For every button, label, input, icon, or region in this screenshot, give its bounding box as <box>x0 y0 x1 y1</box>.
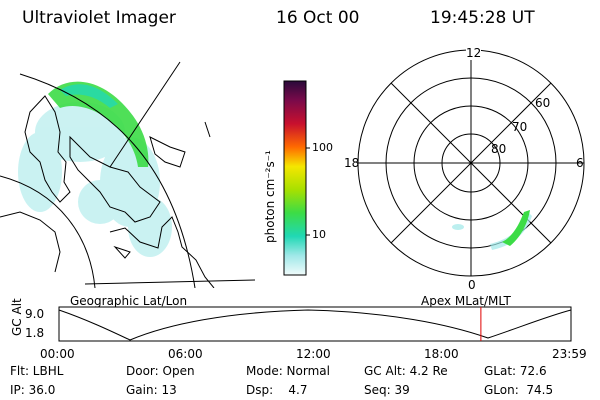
mlt-label-0: 0 <box>468 278 476 292</box>
x-tick-0600: 06:00 <box>168 347 203 361</box>
colorbar-tick-100: 100 <box>312 141 333 154</box>
flt-status: Flt: LBHL <box>10 364 64 378</box>
mlt-label-18: 18 <box>344 156 360 170</box>
coastlines <box>0 95 215 288</box>
glat-status: GLat: 72.6 <box>484 364 547 378</box>
gc-alt-status: GC Alt: 4.2 Re <box>364 364 448 378</box>
colorbar <box>283 80 310 276</box>
polar-plot <box>357 49 585 277</box>
seq-status: Seq: 39 <box>364 383 410 397</box>
x-tick-0000: 00:00 <box>40 347 75 361</box>
door-status: Door: Open <box>126 364 195 378</box>
ip-status: IP: 36.0 <box>10 383 56 397</box>
geographic-map-panel <box>0 61 255 288</box>
mlt-label-6: 6 <box>576 156 584 170</box>
colorbar-tick-10: 10 <box>312 228 326 241</box>
y-tick-1-8: 1.8 <box>25 326 45 340</box>
polar-aurora <box>452 210 532 250</box>
altitude-timeline <box>58 306 572 342</box>
mlt-label-12: 12 <box>466 46 482 60</box>
instrument-title: Ultraviolet Imager <box>22 8 176 28</box>
x-tick-2359: 23:59 <box>552 347 587 361</box>
y-tick-9: 9.0 <box>25 307 45 321</box>
auroral-band <box>48 81 149 167</box>
gc-alt-axis-label: GC Alt <box>10 298 24 336</box>
geographic-label: Geographic Lat/Lon <box>70 294 188 308</box>
polar-grid <box>357 49 585 277</box>
auroral-haze <box>18 102 172 257</box>
x-tick-1800: 18:00 <box>424 347 459 361</box>
header-time: 19:45:28 UT <box>430 8 535 28</box>
glon-status: GLon: 74.5 <box>484 383 554 397</box>
header-date: 16 Oct 00 <box>276 8 360 28</box>
colorbar-unit-label: photon cm⁻²s⁻¹ <box>263 150 277 243</box>
mode-status: Mode: Normal <box>246 364 330 378</box>
apex-label: Apex MLat/MLT <box>421 294 511 308</box>
dsp-status: Dsp: 4.7 <box>246 383 308 397</box>
lat-label-60: 60 <box>535 96 551 110</box>
gain-status: Gain: 13 <box>126 383 177 397</box>
lat-label-80: 80 <box>491 142 507 156</box>
lat-label-70: 70 <box>512 120 528 134</box>
map-grid <box>0 61 255 288</box>
x-tick-1200: 12:00 <box>296 347 331 361</box>
